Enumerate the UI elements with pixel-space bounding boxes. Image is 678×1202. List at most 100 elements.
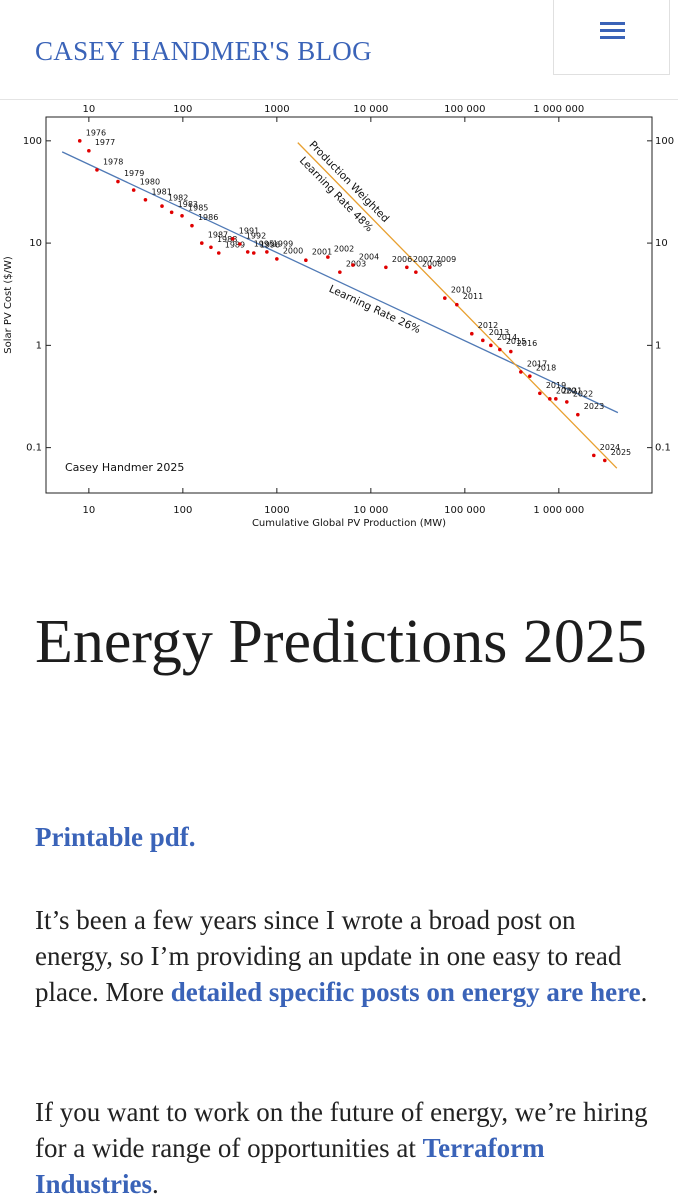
data-point: [326, 255, 330, 259]
data-point: [481, 338, 485, 343]
point-label: 2003: [346, 260, 366, 269]
point-label: 2011: [463, 292, 483, 301]
link[interactable]: detailed specific posts on energy are he…: [170, 977, 641, 1007]
data-point: [554, 397, 558, 401]
text: .: [640, 977, 648, 1007]
data-point: [190, 223, 194, 228]
point-label: 2021: [562, 386, 582, 395]
point-label: 1995: [254, 239, 274, 248]
point-label: 1976: [86, 128, 106, 137]
paragraph: It’s been a few years since I wrote a br…: [35, 902, 655, 1010]
data-point: [428, 265, 432, 270]
point-label: 2014: [497, 333, 517, 342]
y-tick-label-right: 0.1: [655, 443, 671, 454]
site-title[interactable]: CASEY HANDMER'S BLOG: [35, 36, 372, 66]
site-header: CASEY HANDMER'S BLOG: [0, 0, 678, 100]
point-label: 2004: [359, 253, 379, 262]
point-label: 2000: [283, 246, 303, 255]
menu-icon: [600, 22, 625, 39]
data-point: [405, 265, 409, 270]
point-label: 2022: [573, 389, 593, 398]
point-label: 2017: [527, 359, 547, 368]
link[interactable]: Terraform Industries: [35, 1133, 545, 1199]
menu-button[interactable]: [553, 0, 670, 75]
data-point: [519, 370, 523, 374]
x-tick-label: 1 000 000: [533, 505, 584, 516]
text: .: [152, 1169, 159, 1199]
data-point: [251, 251, 256, 255]
point-label: 2020: [556, 386, 576, 395]
data-point: [576, 412, 580, 417]
point-label: 2012: [478, 321, 498, 330]
x-tick-label-top: 100: [173, 104, 192, 115]
data-point: [469, 331, 474, 336]
x-tick-label: 1000: [264, 505, 289, 516]
point-label: 1989: [225, 241, 245, 250]
point-label: 2006: [392, 255, 412, 264]
data-point: [160, 204, 164, 208]
data-point: [216, 251, 221, 255]
point-label: 1988: [217, 235, 237, 244]
point-label: 1979: [124, 169, 144, 178]
x-tick-label: 10: [82, 505, 95, 516]
data-point: [231, 237, 235, 241]
data-point: [143, 198, 148, 202]
data-point: [498, 347, 502, 352]
trend-line: [61, 151, 619, 414]
point-label: 1980: [140, 178, 160, 187]
point-label: 1996: [260, 241, 280, 250]
data-point: [565, 400, 569, 404]
data-point: [131, 188, 136, 192]
data-point: [245, 250, 250, 254]
x-axis-title: Cumulative Global PV Production (MW): [252, 518, 446, 529]
pdf-link[interactable]: Printable pdf.: [35, 822, 196, 852]
point-label: 1977: [95, 138, 115, 147]
point-label: 1987: [208, 231, 228, 240]
point-label: 2009: [436, 255, 456, 264]
point-label: 1982: [168, 194, 188, 203]
point-label: 2002: [334, 245, 354, 254]
point-label: 2013: [489, 328, 509, 337]
annotation: Casey Handmer 2025: [65, 461, 184, 474]
point-label: 2024: [600, 443, 620, 452]
point-label: 1986: [198, 213, 218, 222]
x-tick-label-top: 1000: [264, 104, 289, 115]
data-point: [384, 265, 388, 270]
y-tick-label: 0.1: [26, 443, 42, 454]
y-tick-label-right: 10: [655, 238, 668, 249]
point-label: 1992: [246, 231, 266, 240]
data-point: [304, 258, 308, 263]
trend-label: Learning Rate 26%: [327, 283, 422, 336]
data-point: [351, 263, 355, 267]
data-point: [548, 397, 552, 401]
x-tick-label-top: 10: [82, 104, 95, 115]
data-point: [591, 453, 596, 458]
data-point: [489, 343, 493, 348]
point-label: 2019: [546, 381, 566, 390]
pdf-paragraph: Printable pdf.: [35, 819, 655, 855]
trend-label-line: Learning Rate 26%: [327, 283, 422, 336]
text: If you want to work on the future of ene…: [35, 1097, 648, 1163]
data-point: [455, 302, 459, 307]
x-tick-label-top: 100 000: [444, 104, 485, 115]
x-tick-label-top: 10 000: [353, 104, 388, 115]
x-tick-label-top: 1 000 000: [533, 104, 584, 115]
data-point: [87, 148, 91, 153]
data-point: [116, 179, 120, 184]
data-point: [199, 241, 204, 245]
data-point: [338, 270, 342, 274]
point-label: 1991: [239, 226, 259, 235]
data-point: [538, 391, 542, 396]
point-label: 2018: [536, 364, 556, 373]
data-point: [602, 458, 607, 463]
plot-frame: [45, 116, 653, 494]
data-point: [414, 270, 418, 274]
y-tick-label: 1: [36, 340, 42, 351]
data-point: [180, 213, 184, 218]
point-label: 1981: [151, 187, 171, 196]
y-tick-label-right: 1: [655, 340, 661, 351]
data-point: [95, 168, 99, 172]
y-tick-label: 100: [23, 136, 42, 147]
x-tick-label: 100: [173, 505, 192, 516]
